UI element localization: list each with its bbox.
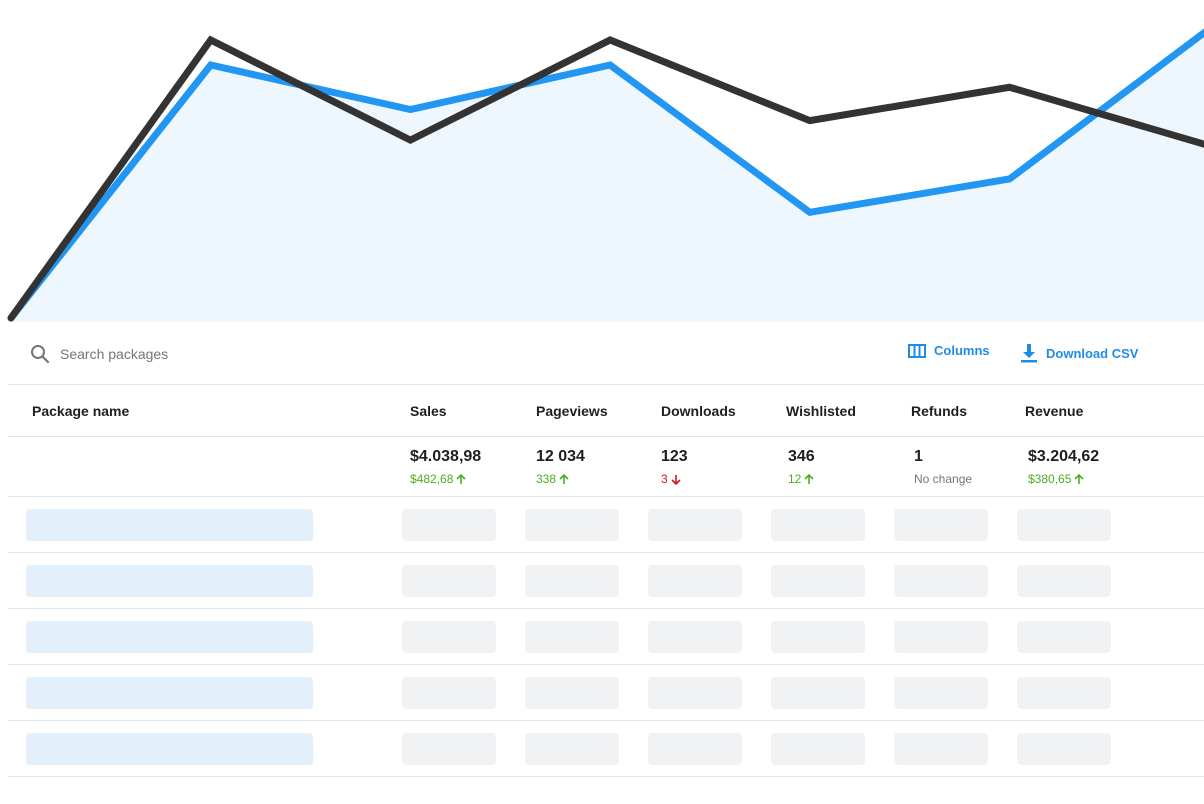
skeleton-wishlisted: [771, 565, 865, 597]
chart-area: [0, 0, 1204, 322]
skeleton-pageviews: [525, 621, 619, 653]
skeleton-revenue: [1017, 565, 1111, 597]
total-wishlisted-value: 346: [788, 448, 815, 465]
skeleton-downloads: [648, 621, 742, 653]
skeleton-package-name: [26, 733, 313, 765]
skeleton-downloads: [648, 509, 742, 541]
table-row-loading: [8, 497, 1204, 553]
skeleton-package-name: [26, 509, 313, 541]
skeleton-sales: [402, 621, 496, 653]
series-2-line: [7, 35, 1204, 322]
arrow-down-icon: [671, 474, 681, 485]
table-header: Package name Sales Pageviews Downloads W…: [8, 385, 1204, 437]
total-refunds: 1 No change: [914, 448, 972, 486]
table-row-loading: [8, 553, 1204, 609]
skeleton-refunds: [894, 509, 988, 541]
total-downloads-change: 3: [661, 472, 688, 486]
search-bar[interactable]: [30, 344, 340, 364]
total-refunds-value: 1: [914, 448, 923, 465]
skeleton-downloads: [648, 677, 742, 709]
total-wishlisted-change: 12: [788, 472, 815, 486]
skeleton-downloads: [648, 733, 742, 765]
skeleton-revenue: [1017, 677, 1111, 709]
skeleton-sales: [402, 509, 496, 541]
skeleton-sales: [402, 733, 496, 765]
table-row-loading: [8, 665, 1204, 721]
skeleton-pageviews: [525, 677, 619, 709]
column-header-wishlisted[interactable]: Wishlisted: [786, 403, 856, 419]
column-header-sales[interactable]: Sales: [410, 403, 447, 419]
column-header-package-name[interactable]: Package name: [32, 403, 130, 419]
download-icon: [1021, 344, 1037, 363]
table-toolbar: Columns Download CSV: [8, 322, 1204, 385]
search-icon: [31, 345, 50, 364]
column-header-revenue[interactable]: Revenue: [1025, 403, 1084, 419]
line-chart: [7, 28, 1204, 322]
total-revenue: $3.204,62 $380,65: [1028, 448, 1099, 486]
columns-icon: [908, 343, 926, 358]
total-sales: $4.038,98 $482,68: [410, 448, 481, 486]
column-header-refunds[interactable]: Refunds: [911, 403, 967, 419]
skeleton-refunds: [894, 621, 988, 653]
total-pageviews-value: 12 034: [536, 448, 585, 465]
arrow-up-icon: [804, 473, 814, 484]
skeleton-refunds: [894, 733, 988, 765]
search-input[interactable]: [60, 346, 340, 362]
arrow-up-icon: [559, 473, 569, 484]
total-revenue-change: $380,65: [1028, 472, 1099, 486]
total-refunds-change: No change: [914, 472, 973, 486]
arrow-up-icon: [456, 473, 466, 484]
skeleton-pageviews: [525, 509, 619, 541]
totals-row: $4.038,98 $482,68 12 034 338 123 3 346 1…: [8, 437, 1204, 497]
column-header-downloads[interactable]: Downloads: [661, 403, 736, 419]
skeleton-downloads: [648, 565, 742, 597]
skeleton-wishlisted: [771, 677, 865, 709]
skeleton-package-name: [26, 621, 313, 653]
columns-label: Columns: [934, 343, 990, 358]
total-downloads: 123 3: [661, 448, 688, 486]
total-sales-value: $4.038,98: [410, 448, 482, 465]
download-csv-button[interactable]: Download CSV: [1020, 343, 1138, 363]
total-pageviews: 12 034 338: [536, 448, 585, 486]
series-1-area: [11, 32, 1204, 322]
skeleton-sales: [402, 677, 496, 709]
skeleton-wishlisted: [771, 621, 865, 653]
total-sales-change: $482,68: [410, 472, 481, 486]
skeleton-sales: [402, 565, 496, 597]
download-csv-label: Download CSV: [1046, 345, 1139, 361]
skeleton-package-name: [26, 677, 313, 709]
column-header-pageviews[interactable]: Pageviews: [536, 403, 608, 419]
series-1-line: [7, 28, 1204, 322]
skeleton-package-name: [26, 565, 313, 597]
skeleton-revenue: [1017, 733, 1111, 765]
total-pageviews-change: 338: [536, 472, 585, 486]
skeleton-wishlisted: [771, 509, 865, 541]
total-downloads-value: 123: [661, 448, 688, 465]
skeleton-wishlisted: [771, 733, 865, 765]
total-revenue-value: $3.204,62: [1028, 448, 1100, 465]
skeleton-pageviews: [525, 565, 619, 597]
columns-button[interactable]: Columns: [908, 343, 990, 358]
skeleton-refunds: [894, 565, 988, 597]
total-wishlisted: 346 12: [788, 448, 815, 486]
table-row-loading: [8, 609, 1204, 665]
skeleton-pageviews: [525, 733, 619, 765]
table-row-loading: [8, 721, 1204, 777]
skeleton-refunds: [894, 677, 988, 709]
skeleton-revenue: [1017, 509, 1111, 541]
arrow-up-icon: [1074, 473, 1084, 484]
skeleton-revenue: [1017, 621, 1111, 653]
